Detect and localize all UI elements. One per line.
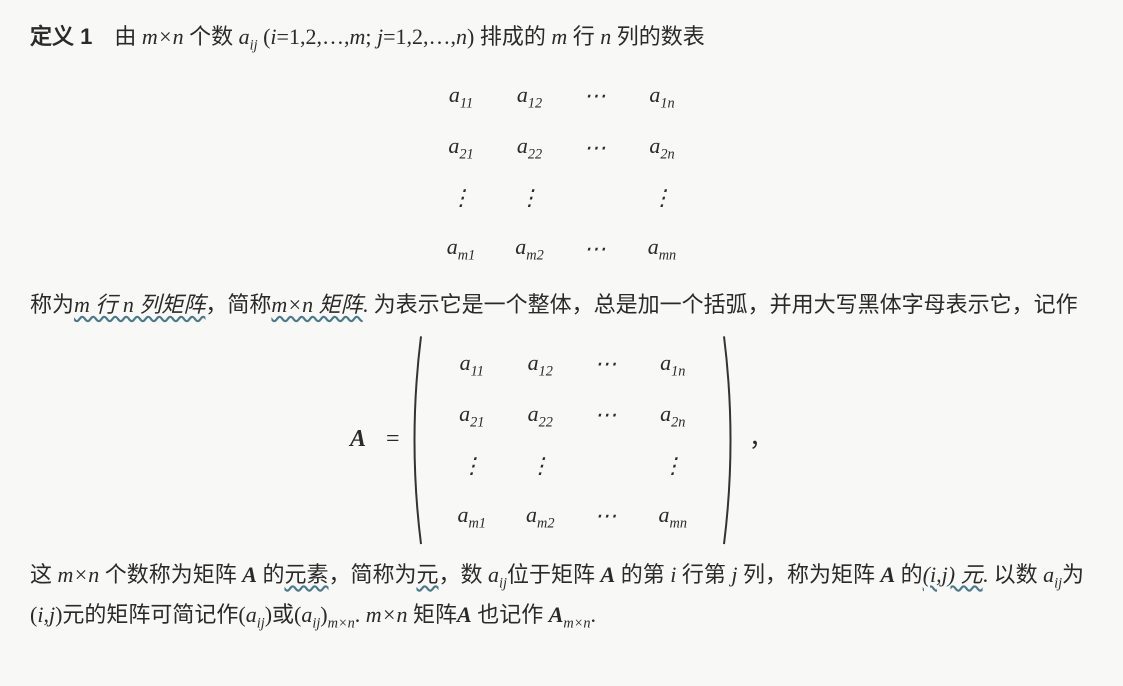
matrix-cell: am2: [509, 226, 549, 270]
text: 列，称为矩阵: [737, 562, 880, 587]
matrix-cell: ⋯: [578, 226, 614, 270]
paren-matrix: a11 a12 ⋯ a1n a21 a22 ⋯ a2n ⋮ ⋮ ⋮ am1 am2 ⋯ amn: [406, 334, 739, 546]
underline-m-row-n-col-matrix: m 行 n 列矩阵: [74, 292, 205, 317]
matrix-cell: a2n: [653, 393, 693, 437]
paragraph-3: 这 m×n 个数称为矩阵 A 的元素，简称为元，数 aij位于矩阵 A 的第 i…: [30, 556, 1093, 635]
matrix-equation: A = a11 a12 ⋯ a1n a21 a22 ⋯ a2n ⋮ ⋮ ⋮ am1 am2 ⋯ amn ，: [30, 334, 1093, 546]
text: . 以数: [983, 562, 1044, 587]
underline-mxn-matrix: m×n 矩阵: [271, 292, 362, 317]
underline-yuan: 元: [417, 562, 439, 587]
text: 的: [257, 562, 285, 587]
text: )元的矩阵可简记作(: [55, 602, 246, 627]
text: . 为表示它是一个整体，总是加一个括弧，并用大写黑体字母表示它，记作: [363, 292, 1078, 317]
matrix-cell: ⋯: [589, 393, 625, 437]
matrix-cell: am1: [441, 226, 481, 270]
matrix-cell: a21: [452, 393, 492, 437]
text: ，数: [439, 562, 489, 587]
matrix-vdots: ⋮: [642, 177, 682, 218]
text: =1,2,…,: [383, 24, 456, 49]
matrix-cell: a1n: [642, 74, 682, 118]
underline-ij-yuan: (i,j) 元: [923, 562, 983, 587]
matrix-cell: amn: [653, 494, 693, 538]
text: 这: [30, 562, 58, 587]
n: n: [600, 24, 611, 49]
paragraph-2: 称为m 行 n 列矩阵，简称m×n 矩阵. 为表示它是一个整体，总是加一个括弧，…: [30, 286, 1093, 323]
A-symbol: A: [880, 562, 895, 587]
matrix-cell: am2: [520, 494, 560, 538]
matrix-cell: a22: [509, 125, 549, 169]
aij: aij: [246, 602, 265, 627]
text: 个数称为矩阵: [99, 562, 242, 587]
matrix-cell: a12: [509, 74, 549, 118]
matrix-cell: a1n: [653, 342, 693, 386]
text: ): [320, 602, 327, 627]
text: 矩阵: [407, 602, 457, 627]
matrix-vdots: [589, 445, 625, 486]
text: ，简称: [205, 292, 271, 317]
matrix-array-1: a11 a12 ⋯ a1n a21 a22 ⋯ a2n ⋮ ⋮ ⋮ am1 am2 ⋯ amn: [30, 66, 1093, 278]
mxn-sub: m×n: [328, 615, 355, 631]
matrix-vdots: ⋮: [653, 445, 693, 486]
matrix-cell: ⋯: [578, 125, 614, 169]
text: .: [591, 602, 597, 627]
underline-element: 元素: [284, 562, 328, 587]
text: 称为: [30, 292, 74, 317]
A-symbol: A: [242, 562, 257, 587]
paragraph-1: 定义 1 由 m×n 个数 aij (i=1,2,…,m; j=1,2,…,n)…: [30, 18, 1093, 58]
matrix-cell: a22: [520, 393, 560, 437]
mxn: m×n: [366, 602, 408, 627]
text: 行第: [676, 562, 731, 587]
m: m: [551, 24, 567, 49]
matrix-cell: amn: [642, 226, 682, 270]
aij: aij: [239, 24, 258, 49]
matrix-vdots: ⋮: [441, 177, 481, 218]
matrix-vdots: ⋮: [520, 445, 560, 486]
equals: =: [386, 419, 400, 460]
text: 列的数表: [611, 24, 705, 49]
text: =1,2,…,: [277, 24, 350, 49]
matrix-cell: am1: [452, 494, 492, 538]
def-label: 定义 1: [30, 24, 92, 49]
text: 的第: [615, 562, 670, 587]
A-symbol: A: [457, 602, 472, 627]
aij: aij: [488, 562, 507, 587]
matrix-cell: a2n: [642, 125, 682, 169]
text: ) 排成的: [467, 24, 551, 49]
matrix-cell: ⋯: [589, 494, 625, 538]
aij-mxn: aij: [301, 602, 320, 627]
comma: ，: [749, 419, 773, 460]
text: )或(: [265, 602, 302, 627]
matrix-vdots: [578, 177, 614, 218]
text: 的: [895, 562, 923, 587]
matrix-cell: a12: [520, 342, 560, 386]
A-mxn: Am×n: [549, 602, 591, 627]
text: ;: [365, 24, 377, 49]
matrix-cell: ⋯: [589, 342, 625, 386]
text: (: [258, 24, 271, 49]
matrix-cell: a21: [441, 125, 481, 169]
A-symbol: A: [350, 419, 366, 460]
matrix-vdots: ⋮: [452, 445, 492, 486]
mxn: m×n: [58, 562, 100, 587]
n: n: [456, 24, 467, 49]
matrix-cell: ⋯: [578, 74, 614, 118]
text: 由: [92, 24, 142, 49]
right-paren: [721, 334, 739, 546]
aij: aij: [1043, 562, 1062, 587]
text: 也记作: [472, 602, 549, 627]
matrix-cell: a11: [441, 74, 481, 118]
A-symbol: A: [601, 562, 616, 587]
text: 个数: [184, 24, 239, 49]
matrix-vdots: ⋮: [509, 177, 549, 218]
left-paren: [406, 334, 424, 546]
text: .: [355, 602, 361, 627]
m: m: [349, 24, 365, 49]
text: ，简称为: [328, 562, 416, 587]
mxn: m×n: [142, 24, 184, 49]
text: 行: [567, 24, 600, 49]
text: 位于矩阵: [507, 562, 601, 587]
matrix-cell: a11: [452, 342, 492, 386]
